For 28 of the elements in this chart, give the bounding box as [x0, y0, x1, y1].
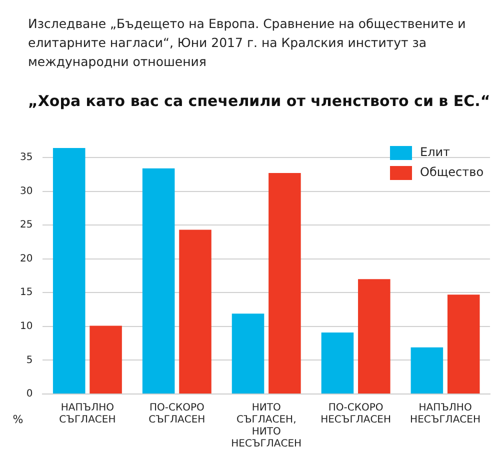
x-tick-label: НАПЪЛНО НЕСЪГЛАСЕН	[410, 402, 480, 426]
chart-title: „Хора като вас са спечелили от членството си в ЕС.“	[28, 92, 492, 110]
bar	[90, 326, 122, 394]
x-tick-label: НАПЪЛНО СЪГЛАСЕН	[59, 402, 116, 426]
x-tick-label: ПО-СКОРО СЪГЛАСЕН	[148, 402, 206, 426]
bar	[410, 347, 444, 394]
bar	[52, 148, 86, 394]
y-tick-label: 10	[20, 321, 33, 332]
y-tick-label: 5	[26, 354, 33, 366]
bar	[321, 332, 354, 394]
y-tick-label: 30	[20, 186, 33, 197]
bar	[179, 230, 212, 394]
bar	[232, 314, 264, 394]
bar	[447, 294, 480, 394]
legend-label: Елит	[420, 145, 450, 160]
bar	[142, 168, 175, 394]
y-tick-label: 15	[20, 287, 33, 298]
y-axis-title: %	[12, 412, 24, 426]
y-tick-label: 35	[20, 152, 33, 164]
legend-label: Общество	[420, 165, 484, 180]
chart-subtitle: Изследване „Бъдещето на Европа. Сравнение на обществените и елитарните нагласи“, Юни 2017 г. на Кралския институт за международни отношения	[28, 15, 467, 71]
bar	[358, 279, 390, 394]
x-tick-label: НИТО СЪГЛАСЕН, НИТО НЕСЪГЛАСЕН	[231, 402, 302, 450]
x-tick-label: ПО-СКОРО НЕСЪГЛАСЕН	[320, 402, 392, 426]
bar	[268, 173, 301, 394]
y-tick-label: 20	[20, 253, 33, 264]
y-tick-label: 0	[26, 388, 33, 400]
y-tick-label: 25	[20, 220, 33, 231]
